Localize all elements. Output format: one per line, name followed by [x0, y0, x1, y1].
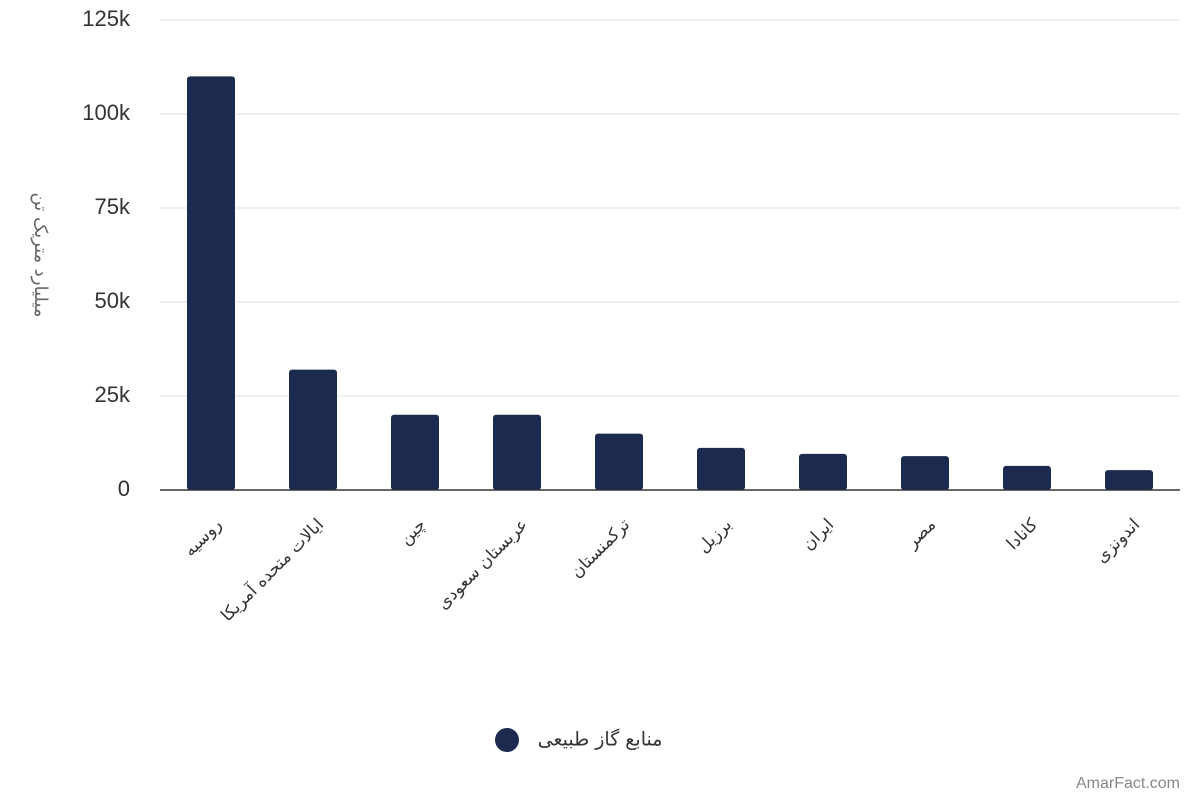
- bar: [697, 447, 745, 490]
- y-tick-label: 75k: [95, 194, 131, 219]
- bar: [493, 414, 541, 490]
- x-tick-label: ایالات متحده آمریکا: [216, 514, 328, 626]
- x-tick-label: عربستان سعودی: [433, 515, 532, 614]
- y-tick-label: 0: [118, 476, 130, 501]
- bar: [1003, 465, 1051, 490]
- x-tick-label: روسیه: [180, 515, 226, 561]
- y-tick-label: 125k: [82, 6, 131, 31]
- bar: [391, 414, 439, 490]
- watermark: AmarFact.com: [1076, 775, 1180, 792]
- x-tick-label: برزیل: [694, 515, 736, 557]
- legend-swatch: [495, 728, 519, 752]
- y-tick-label: 100k: [82, 100, 131, 125]
- y-tick-label: 25k: [95, 382, 131, 407]
- y-tick-label: 50k: [95, 288, 131, 313]
- bar: [595, 433, 643, 490]
- x-tick-label: چین: [396, 515, 430, 549]
- x-tick-label: کانادا: [1003, 514, 1043, 554]
- x-tick-label: مصر: [902, 515, 940, 553]
- y-axis-label: میلیارد متریک تن: [30, 193, 51, 318]
- x-tick-label: ترکمنستان: [567, 515, 634, 582]
- bar: [1105, 470, 1153, 490]
- legend-label: منابع گاز طبیعی: [538, 728, 663, 751]
- x-tick-label: اندونزی: [1092, 515, 1144, 567]
- x-tick-label: ایران: [798, 515, 838, 555]
- bar: [799, 453, 847, 490]
- bar: [289, 369, 337, 490]
- bar: [901, 456, 949, 490]
- bar: [187, 76, 235, 491]
